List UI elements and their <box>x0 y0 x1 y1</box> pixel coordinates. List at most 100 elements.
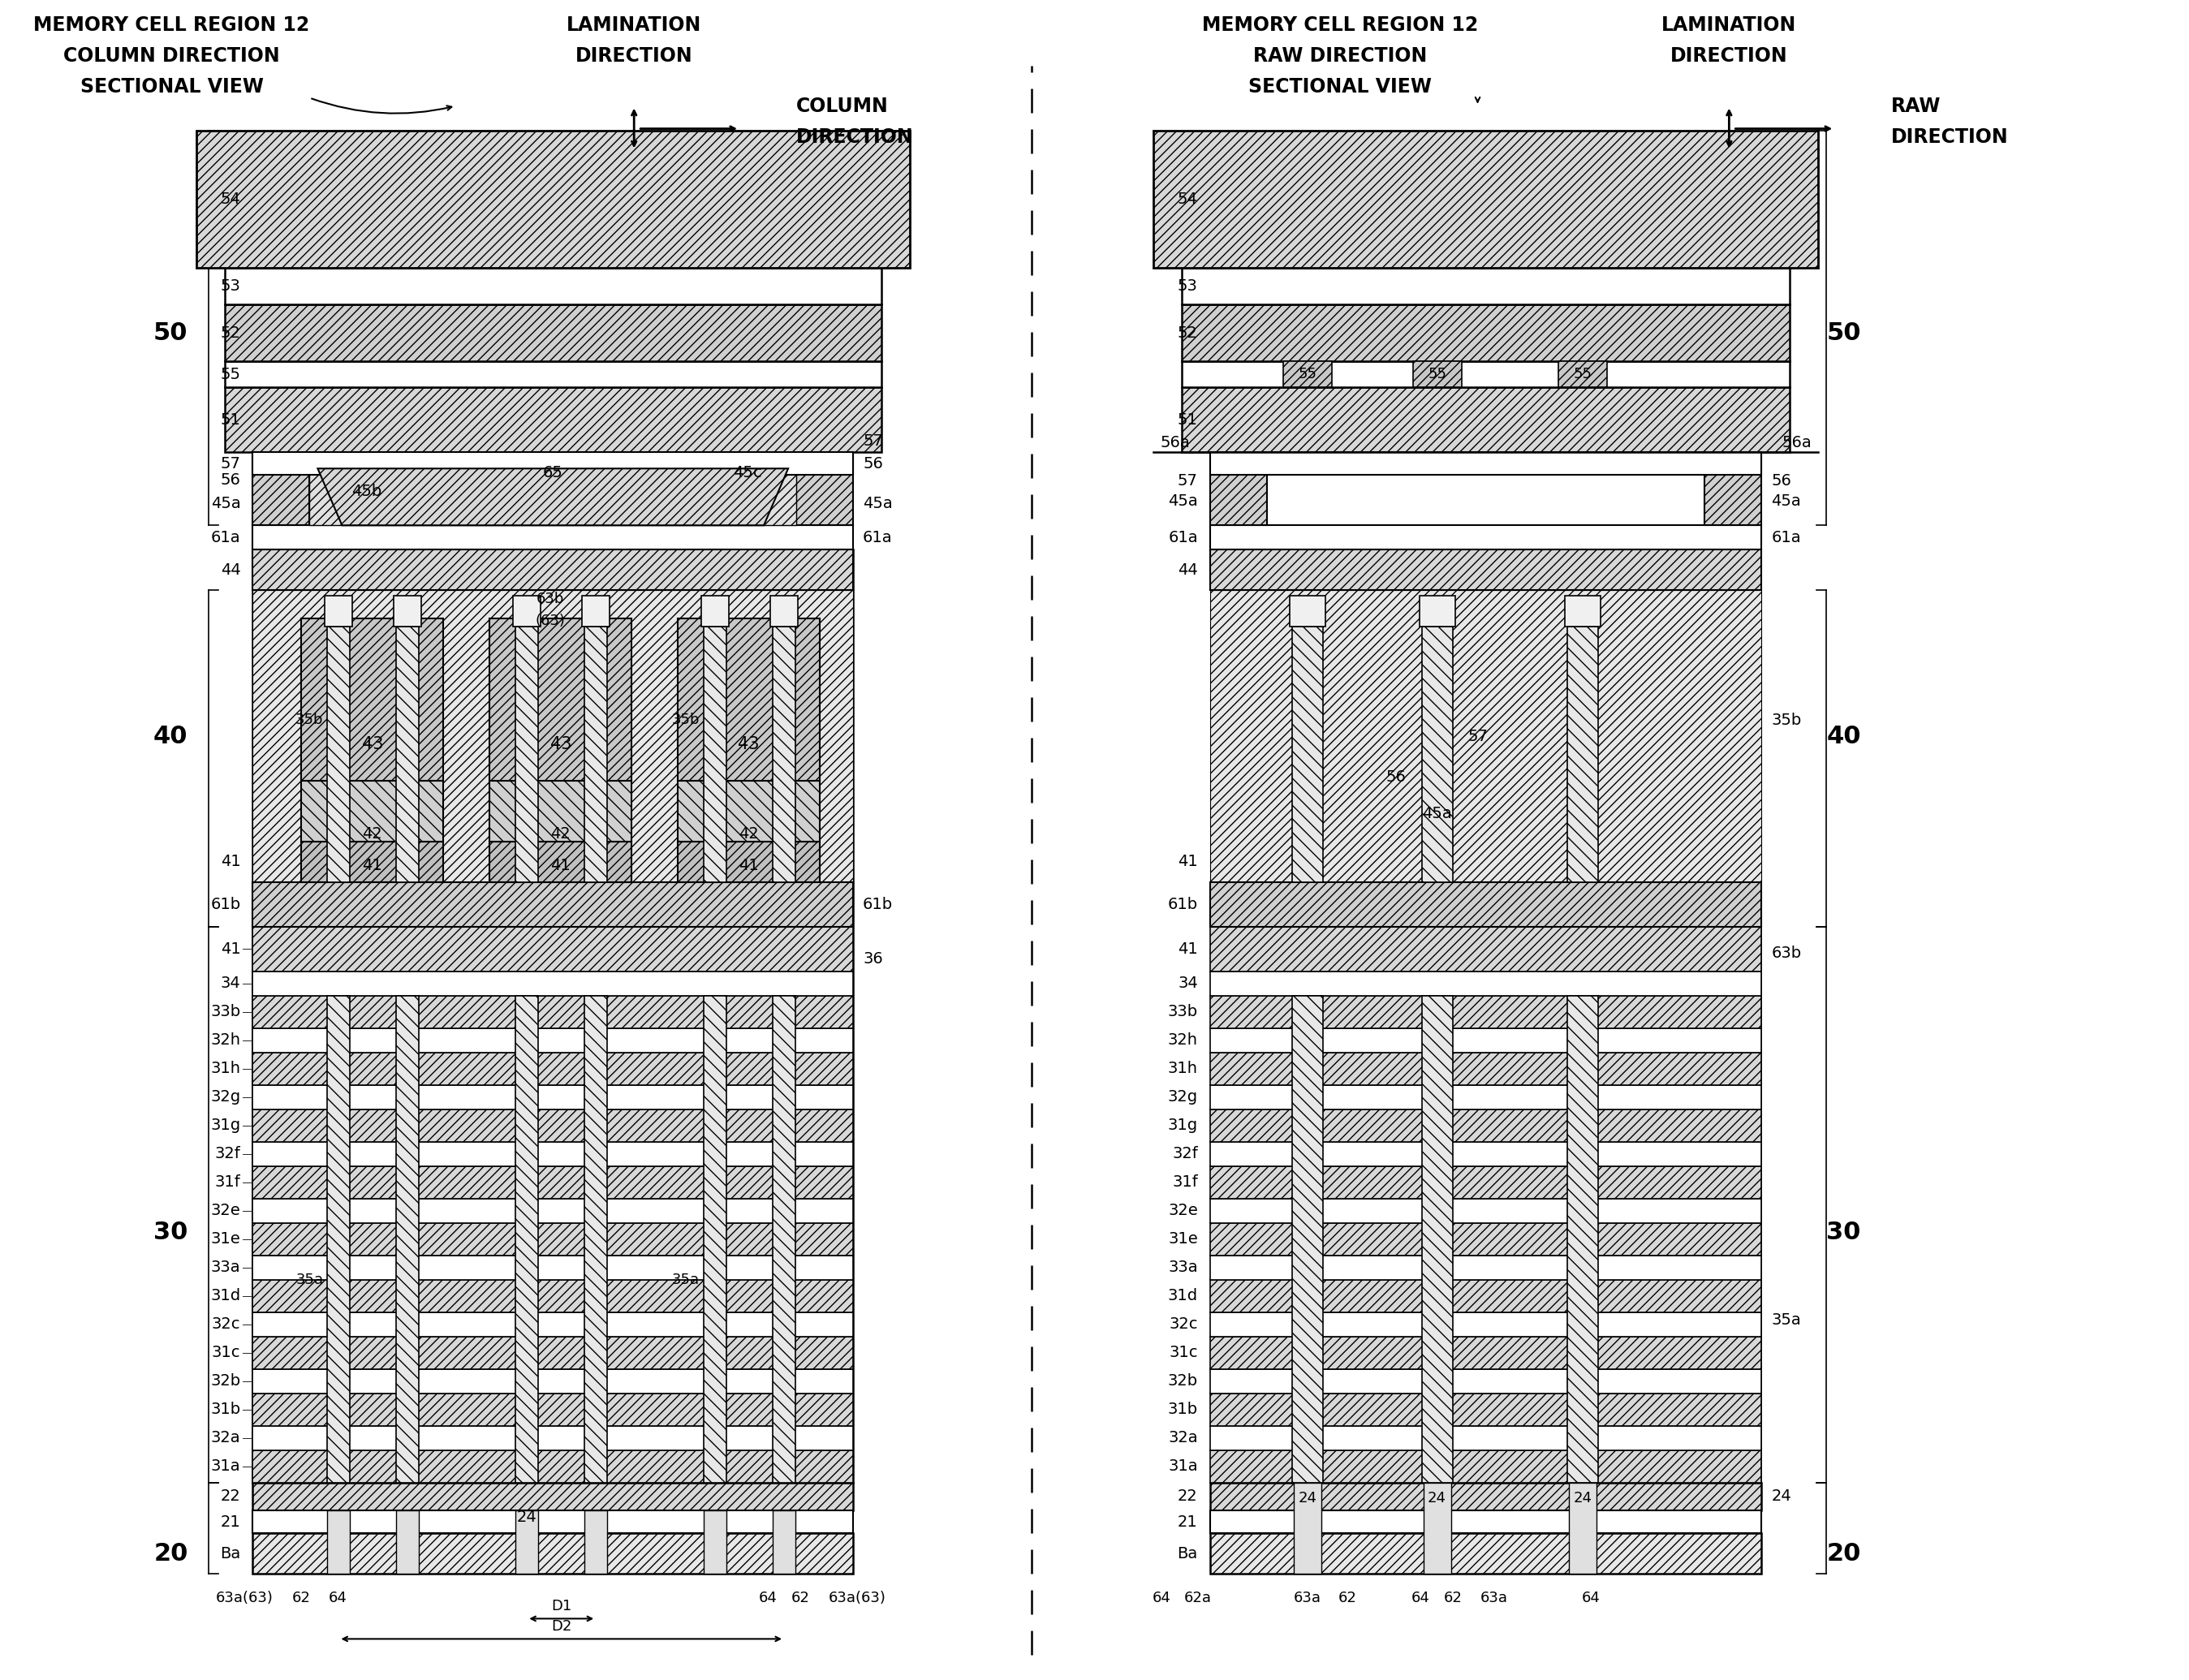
Text: 44: 44 <box>221 563 241 578</box>
Text: Ba: Ba <box>221 1546 241 1561</box>
Bar <box>1211 549 1762 590</box>
Bar <box>1211 1482 1762 1510</box>
Bar <box>1182 361 1791 388</box>
Text: 41: 41 <box>221 853 241 870</box>
Text: 62: 62 <box>291 1591 311 1606</box>
Text: 42: 42 <box>552 827 571 842</box>
Bar <box>1211 1393 1762 1426</box>
Text: 64: 64 <box>1583 1591 1600 1606</box>
Text: 22: 22 <box>221 1488 241 1504</box>
Text: 56a: 56a <box>1160 435 1189 450</box>
Bar <box>302 618 444 781</box>
Bar <box>1570 1482 1596 1574</box>
Text: 64: 64 <box>1412 1591 1429 1606</box>
Text: 45a: 45a <box>1169 494 1197 509</box>
Text: 56: 56 <box>221 472 241 487</box>
Text: 41: 41 <box>552 858 571 874</box>
Bar <box>1211 1255 1762 1280</box>
Bar <box>517 996 538 1482</box>
Text: 45a: 45a <box>1771 494 1802 509</box>
Text: 22: 22 <box>1178 1488 1197 1504</box>
Text: 41: 41 <box>221 941 241 958</box>
Bar <box>252 1028 854 1052</box>
Bar <box>1182 388 1791 452</box>
Text: 41: 41 <box>738 858 760 874</box>
Text: 20: 20 <box>1826 1542 1861 1566</box>
Text: 45a: 45a <box>862 496 893 511</box>
Bar <box>302 842 444 882</box>
Text: 32g: 32g <box>1167 1089 1197 1105</box>
Text: 61a: 61a <box>1169 529 1197 546</box>
Bar <box>197 131 911 269</box>
Text: 61b: 61b <box>862 897 893 912</box>
Text: 31h: 31h <box>210 1062 241 1077</box>
Bar <box>705 996 727 1482</box>
Bar <box>1559 361 1607 388</box>
Text: 33a: 33a <box>1169 1260 1197 1275</box>
Text: 64: 64 <box>328 1591 348 1606</box>
Bar <box>252 549 854 590</box>
Bar <box>252 1336 854 1369</box>
Bar <box>252 1255 854 1280</box>
Bar <box>490 842 633 882</box>
Bar <box>252 1085 854 1109</box>
Text: DIRECTION: DIRECTION <box>1670 45 1788 66</box>
Bar <box>252 1223 854 1255</box>
Bar <box>812 549 854 1482</box>
Text: 32h: 32h <box>1167 1033 1197 1048</box>
Text: 24: 24 <box>1427 1492 1447 1505</box>
Bar <box>1182 304 1791 361</box>
Text: 41: 41 <box>1178 853 1197 870</box>
Text: 31a: 31a <box>1169 1458 1197 1473</box>
Text: 63a: 63a <box>1294 1591 1322 1606</box>
Text: 55: 55 <box>221 366 241 381</box>
Text: 57: 57 <box>221 455 241 472</box>
Text: 61a: 61a <box>1771 529 1802 546</box>
Text: 50: 50 <box>1826 321 1861 344</box>
Text: 30: 30 <box>1826 1221 1861 1245</box>
Text: 62: 62 <box>790 1591 810 1606</box>
Text: 31a: 31a <box>210 1458 241 1473</box>
Bar <box>252 1393 854 1426</box>
Text: 56: 56 <box>862 455 882 472</box>
Bar <box>1211 1534 1762 1574</box>
Text: RAW: RAW <box>1891 96 1942 116</box>
Text: 54: 54 <box>1178 192 1197 207</box>
Polygon shape <box>317 469 788 526</box>
Bar <box>1211 1426 1762 1450</box>
Text: Ba: Ba <box>1178 1546 1197 1561</box>
Text: 55: 55 <box>1298 368 1316 381</box>
Text: 56: 56 <box>1386 769 1405 785</box>
Text: 62a: 62a <box>1184 1591 1211 1606</box>
Bar <box>252 1312 854 1336</box>
Bar <box>328 996 350 1482</box>
Bar <box>1565 596 1600 627</box>
Text: 32b: 32b <box>210 1373 241 1389</box>
Bar <box>1211 1052 1762 1085</box>
Bar <box>252 1482 854 1510</box>
Bar <box>773 627 795 882</box>
Bar <box>1211 1166 1762 1198</box>
Text: 51: 51 <box>221 412 241 428</box>
Text: DIRECTION: DIRECTION <box>576 45 692 66</box>
Bar <box>1421 996 1453 1482</box>
Text: 31c: 31c <box>1169 1346 1197 1361</box>
Bar <box>584 627 606 882</box>
Text: 57: 57 <box>862 433 882 449</box>
Text: SECTIONAL VIEW: SECTIONAL VIEW <box>81 77 263 96</box>
Text: 33b: 33b <box>1167 1005 1197 1020</box>
Bar <box>705 627 727 882</box>
Text: 32c: 32c <box>1169 1317 1197 1332</box>
Text: RAW DIRECTION: RAW DIRECTION <box>1252 45 1427 66</box>
Text: 31c: 31c <box>212 1346 241 1361</box>
Bar <box>1289 596 1324 627</box>
Bar <box>1211 1109 1762 1142</box>
Text: COLUMN DIRECTION: COLUMN DIRECTION <box>63 45 280 66</box>
Text: 33b: 33b <box>210 1005 241 1020</box>
Text: DIRECTION: DIRECTION <box>797 128 913 146</box>
Bar <box>771 596 799 627</box>
Text: 31g: 31g <box>1167 1117 1197 1134</box>
Text: 44: 44 <box>1178 563 1197 578</box>
Bar <box>773 1510 795 1574</box>
Bar <box>252 996 854 1028</box>
